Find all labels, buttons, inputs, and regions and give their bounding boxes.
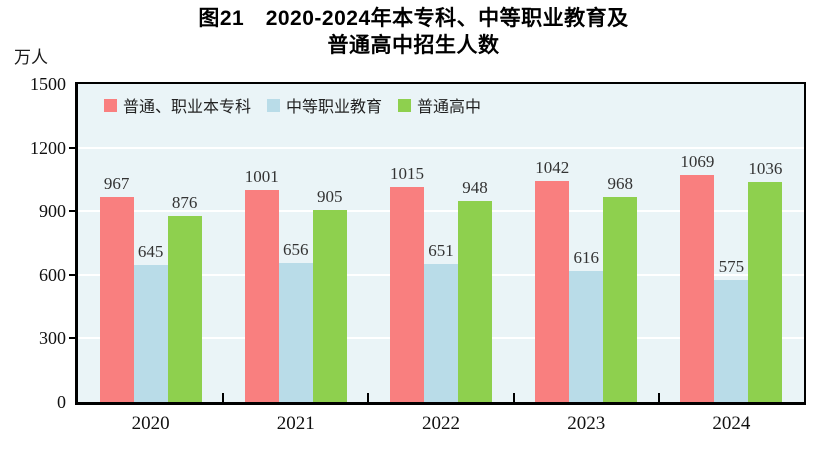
y-axis-tick (69, 146, 77, 149)
bar-value-label: 656 (283, 239, 309, 259)
x-axis-tick (222, 393, 225, 402)
bar-value-label: 651 (428, 241, 454, 260)
y-tick-label: 0 (57, 392, 66, 412)
chart-title-line1: 图21 2020-2024年本专科、中等职业教育及 (198, 7, 629, 30)
y-axis-tick (69, 210, 77, 213)
bar-value-label: 876 (171, 193, 198, 213)
bar-value-label: 948 (462, 178, 488, 198)
bar-value-label: 1015 (390, 163, 424, 183)
gridline (78, 146, 804, 149)
legend-item: 普通高中 (398, 93, 481, 117)
bar-value-label: 967 (103, 174, 130, 193)
bar-2023-series2 (569, 271, 604, 402)
y-tick-label: 600 (39, 264, 66, 285)
bar-value-label: 1069 (680, 152, 715, 172)
bar-2021-series2 (278, 262, 313, 402)
x-axis-tick (512, 393, 515, 402)
chart-title: 图21 2020-2024年本专科、中等职业教育及 普通高中招生人数 (0, 5, 827, 59)
x-tick-label: 2021 (276, 413, 315, 434)
legend-label: 中等职业教育 (286, 99, 383, 116)
bar-value-label: 905 (317, 187, 343, 207)
x-axis-tick (657, 393, 660, 402)
y-tick-label: 1500 (30, 74, 66, 94)
bar-2020-series2 (133, 265, 168, 402)
y-tick-label: 300 (39, 328, 66, 349)
bar-value-label: 1042 (535, 158, 570, 178)
y-axis-tick (69, 273, 77, 276)
bar-value-label: 1001 (244, 166, 279, 186)
bar-value-label: 645 (137, 242, 164, 262)
bar-2020-series3 (167, 216, 202, 402)
x-tick-label: 2024 (712, 413, 751, 434)
bar-2021-series1 (244, 189, 279, 402)
legend-item: 中等职业教育 (267, 93, 382, 117)
bar-2024-series2 (714, 280, 749, 402)
legend-item: 普通、职业本专科 (104, 93, 251, 117)
bar-2024-series3 (748, 182, 783, 402)
bar-2023-series3 (603, 196, 638, 402)
x-tick-label: 2023 (567, 413, 606, 434)
bar-value-label: 968 (607, 173, 633, 193)
x-tick-label: 2020 (131, 413, 170, 434)
bar-2022-series1 (390, 186, 424, 402)
bar-2022-series3 (458, 201, 492, 402)
bar-value-label: 575 (718, 257, 745, 277)
bar-2020-series1 (99, 197, 134, 402)
y-tick-label: 1200 (30, 137, 66, 158)
legend-swatch (104, 98, 117, 112)
bar-value-label: 616 (573, 248, 599, 268)
bar-2023-series1 (535, 181, 570, 402)
legend: 普通、职业本专科 中等职业教育 普通高中 (104, 93, 481, 117)
gridline (78, 210, 804, 213)
bar-2022-series2 (424, 264, 458, 402)
bar-value-label: 1036 (748, 159, 783, 179)
y-axis-unit-label: 万人 (14, 48, 48, 67)
y-tick-label: 900 (39, 201, 66, 222)
x-axis-tick (367, 393, 370, 402)
x-tick-label: 2022 (422, 413, 460, 434)
plot-area: 普通、职业本专科 中等职业教育 普通高中 967 645 876 1001 656 905 10… (75, 82, 806, 405)
legend-swatch (398, 98, 412, 112)
legend-label: 普通高中 (417, 99, 482, 116)
legend-label: 普通、职业本专科 (123, 99, 252, 116)
bar-2021-series3 (312, 210, 347, 402)
chart-title-line2: 普通高中招生人数 (327, 34, 500, 57)
bar-2024-series1 (680, 175, 715, 402)
legend-swatch (267, 98, 281, 112)
y-axis-tick (69, 337, 77, 340)
